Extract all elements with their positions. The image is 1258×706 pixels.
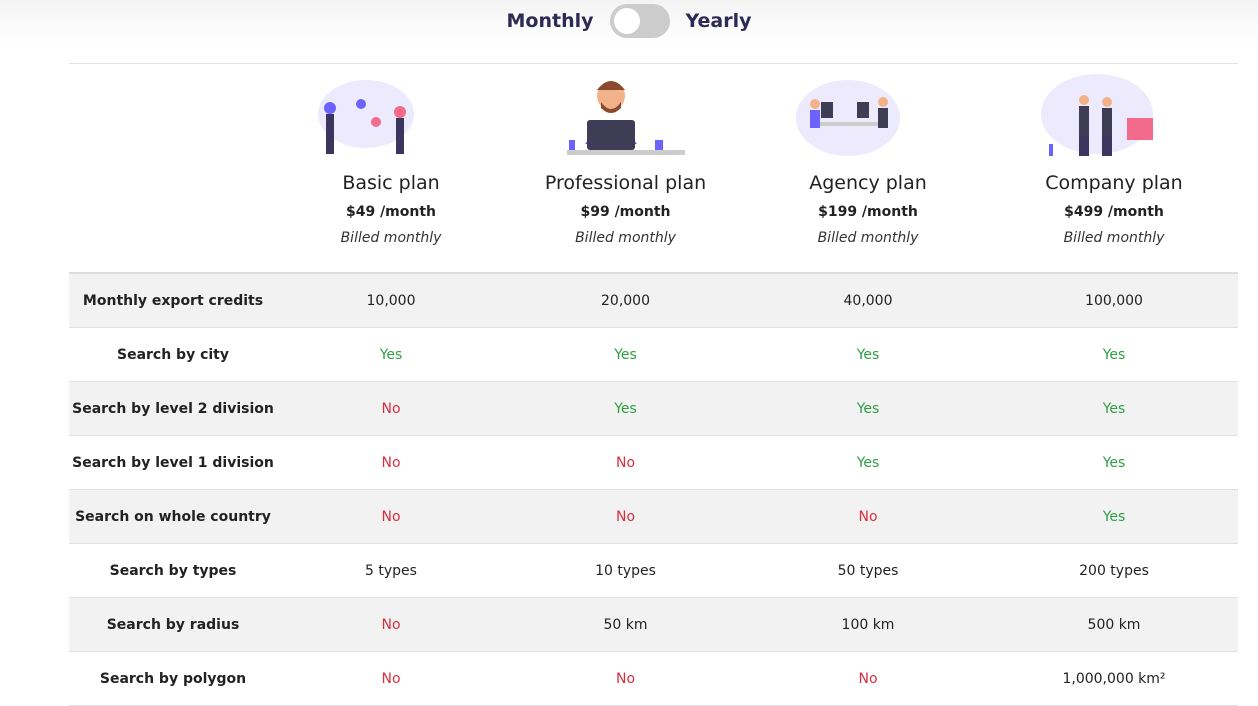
plan-column: Basic plan $49 /month Billed monthly	[277, 64, 505, 272]
plan-name: Agency plan	[809, 172, 927, 194]
feature-row: Search by level 1 division No No Yes Yes	[69, 436, 1238, 490]
feature-value: Yes	[379, 346, 403, 363]
feature-value: No	[381, 400, 401, 417]
feature-value: No	[381, 670, 401, 687]
feature-label: Monthly export credits	[82, 292, 264, 309]
toggle-right-label[interactable]: Yearly	[685, 10, 752, 32]
feature-value: Yes	[856, 346, 880, 363]
feature-row: Search by city Yes Yes Yes Yes	[69, 328, 1238, 382]
plan-billing: Billed monthly	[817, 230, 919, 246]
plan-price: $499 /month	[1064, 204, 1164, 220]
feature-value: 20,000	[601, 292, 650, 309]
plan-name: Basic plan	[342, 172, 440, 194]
feature-row: Monthly export credits 10,000 20,000 40,000…	[69, 274, 1238, 328]
feature-value: 500 km	[1087, 616, 1141, 633]
feature-value: Yes	[614, 346, 637, 363]
feature-value: No	[615, 670, 636, 687]
feature-label: Search by polygon	[99, 670, 247, 687]
plan-column: Company plan $499 /month Billed monthly	[990, 64, 1238, 272]
divider	[69, 63, 1238, 64]
feature-value: 100,000	[1085, 292, 1143, 309]
plan-column: Professional plan $99 /month Billed monthl…	[505, 64, 746, 272]
plan-price: $199 /month	[818, 204, 918, 220]
feature-value: 5 types	[365, 562, 417, 579]
plan-illustration	[566, 81, 685, 155]
feature-label: Search by radius	[106, 616, 240, 633]
feature-row: Search by radius No 50 km 100 km 500 km	[69, 598, 1238, 652]
feature-value: 40,000	[843, 292, 893, 309]
feature-row: Search by level 2 division No Yes Yes Yes	[69, 382, 1238, 436]
feature-value: No	[381, 616, 401, 633]
feature-row: Search by types 5 types 10 types 50 types 20…	[69, 544, 1238, 598]
feature-value: Yes	[1102, 346, 1126, 363]
plan-price: $99 /month	[580, 204, 671, 220]
plan-illustration	[318, 80, 414, 154]
toggle-switch[interactable]	[609, 4, 670, 38]
feature-value: 50 km	[603, 616, 648, 633]
feature-value: No	[381, 454, 401, 471]
billing-toggle: Monthly Yearly	[0, 4, 1258, 38]
feature-value: No	[858, 670, 878, 687]
pricing-table: Basic plan $49 /month Billed monthly Profes…	[69, 64, 1238, 706]
feature-label: Search by level 2 division	[72, 400, 274, 417]
toggle-left-label[interactable]: Monthly	[506, 10, 594, 32]
feature-value: No	[615, 454, 636, 471]
plan-price: $49 /month	[345, 204, 437, 220]
feature-value: No	[381, 508, 401, 525]
feature-value: 10,000	[366, 292, 416, 309]
plan-name: Professional plan	[544, 172, 707, 194]
feature-value: 100 km	[841, 616, 895, 633]
plan-billing: Billed monthly	[1063, 230, 1165, 246]
feature-value: 200 types	[1079, 562, 1149, 579]
feature-value: No	[858, 508, 878, 525]
feature-value: Yes	[1102, 508, 1126, 525]
feature-label: Search on whole country	[75, 508, 271, 525]
feature-label: Search by city	[116, 346, 229, 363]
table-header: Basic plan $49 /month Billed monthly Profes…	[69, 64, 1238, 274]
plan-name: Company plan	[1045, 172, 1183, 194]
plan-billing: Billed monthly	[575, 230, 676, 246]
feature-row: Search by polygon No No No 1,000,000 km²	[69, 652, 1238, 706]
feature-value: No	[615, 508, 636, 525]
feature-value: Yes	[1102, 454, 1126, 471]
feature-row: Search on whole country No No No Yes	[69, 490, 1238, 544]
feature-value: 1,000,000 km²	[1062, 670, 1166, 687]
feature-value: Yes	[614, 400, 637, 417]
feature-value: Yes	[856, 400, 880, 417]
feature-value: Yes	[856, 454, 880, 471]
feature-label: Search by level 1 division	[72, 454, 274, 471]
feature-value: 10 types	[595, 562, 656, 579]
feature-value: 50 types	[837, 562, 899, 579]
plan-billing: Billed monthly	[340, 230, 442, 246]
plan-illustration	[1041, 74, 1153, 156]
feature-value: Yes	[1102, 400, 1126, 417]
feature-label: Search by types	[109, 562, 237, 579]
plan-column: Agency plan $199 /month Billed monthly	[746, 64, 990, 272]
plan-illustration	[796, 80, 900, 156]
